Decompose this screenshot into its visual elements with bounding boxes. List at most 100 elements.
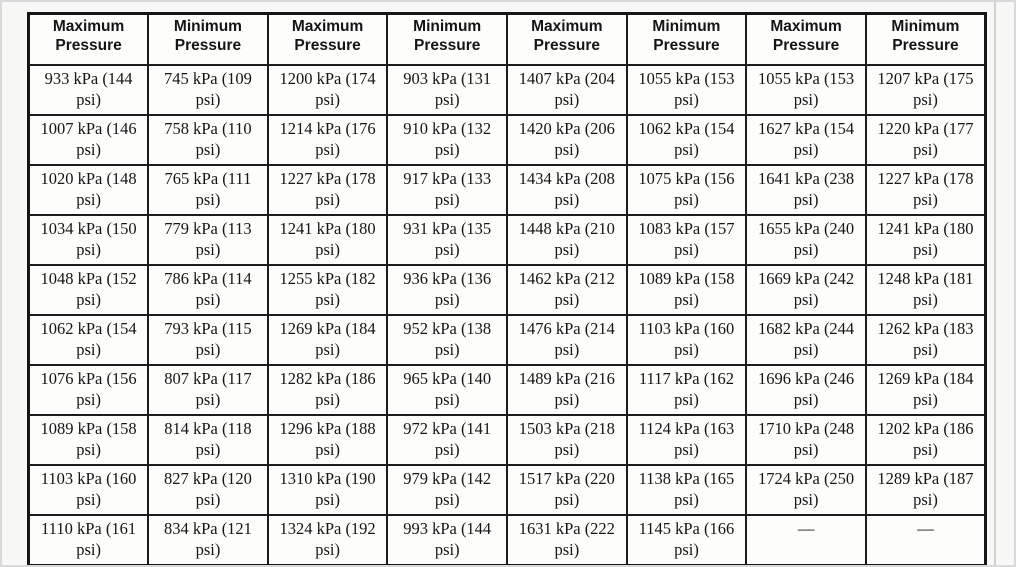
table-cell: 758 kPa (110 psi): [147, 114, 269, 166]
table-cell: 1310 kPa (190 psi): [266, 464, 389, 516]
table-cell: 1202 kPa (186 psi): [864, 414, 987, 466]
column-header-min-4: Minimum Pressure: [864, 12, 987, 66]
table-cell: 1227 kPa (178 psi): [864, 164, 987, 216]
table-cell: 1075 kPa (156 psi): [625, 164, 748, 216]
table-cell: 1282 kPa (186 psi): [266, 364, 389, 416]
column-header-min-1: Minimum Pressure: [147, 12, 269, 66]
table-cell-empty: —: [745, 514, 867, 565]
table-cell: 793 kPa (115 psi): [147, 314, 269, 366]
table-cell: 1324 kPa (192 psi): [266, 514, 389, 565]
table-cell: 1407 kPa (204 psi): [506, 64, 628, 116]
table-cell: 1631 kPa (222 psi): [506, 514, 628, 565]
column-header-min-2: Minimum Pressure: [386, 12, 508, 66]
table-row: 1110 kPa (161 psi) 834 kPa (121 psi) 132…: [27, 514, 987, 565]
table-cell: 1420 kPa (206 psi): [506, 114, 628, 166]
table-cell: 1724 kPa (250 psi): [745, 464, 867, 516]
table-row: 1007 kPa (146 psi) 758 kPa (110 psi) 121…: [27, 114, 987, 166]
table-row: 1089 kPa (158 psi) 814 kPa (118 psi) 129…: [27, 414, 987, 466]
table-row: 933 kPa (144 psi) 745 kPa (109 psi) 1200…: [27, 64, 987, 116]
table-cell: 1220 kPa (177 psi): [864, 114, 987, 166]
table-cell: 1020 kPa (148 psi): [27, 164, 150, 216]
table-cell: 1200 kPa (174 psi): [266, 64, 389, 116]
table-cell: 765 kPa (111 psi): [147, 164, 269, 216]
table-cell: 1076 kPa (156 psi): [27, 364, 150, 416]
table-cell: 1138 kPa (165 psi): [625, 464, 748, 516]
table-cell: 1241 kPa (180 psi): [864, 214, 987, 266]
table-cell: 827 kPa (120 psi): [147, 464, 269, 516]
table-cell: 972 kPa (141 psi): [386, 414, 508, 466]
header-row: Maximum Pressure Minimum Pressure Maximu…: [27, 12, 987, 66]
table-cell: 1083 kPa (157 psi): [625, 214, 748, 266]
column-header-max-3: Maximum Pressure: [506, 12, 628, 66]
table-cell: 1055 kPa (153 psi): [625, 64, 748, 116]
table-cell: 1710 kPa (248 psi): [745, 414, 867, 466]
pressure-table: Maximum Pressure Minimum Pressure Maximu…: [27, 12, 987, 565]
table-cell: 1124 kPa (163 psi): [625, 414, 748, 466]
table-cell: 1655 kPa (240 psi): [745, 214, 867, 266]
table-row: 1034 kPa (150 psi) 779 kPa (113 psi) 124…: [27, 214, 987, 266]
table-cell: 1489 kPa (216 psi): [506, 364, 628, 416]
table-row: 1048 kPa (152 psi) 786 kPa (114 psi) 125…: [27, 264, 987, 316]
table-row: 1020 kPa (148 psi) 765 kPa (111 psi) 122…: [27, 164, 987, 216]
table-cell: 936 kPa (136 psi): [386, 264, 508, 316]
table-cell: 917 kPa (133 psi): [386, 164, 508, 216]
table-cell: 1034 kPa (150 psi): [27, 214, 150, 266]
table-cell: 1476 kPa (214 psi): [506, 314, 628, 366]
table-cell: 1448 kPa (210 psi): [506, 214, 628, 266]
table-cell: 1089 kPa (158 psi): [625, 264, 748, 316]
table-cell: 1641 kPa (238 psi): [745, 164, 867, 216]
table-cell: 965 kPa (140 psi): [386, 364, 508, 416]
column-header-max-1: Maximum Pressure: [27, 12, 150, 66]
table-cell: 1503 kPa (218 psi): [506, 414, 628, 466]
table-cell: 779 kPa (113 psi): [147, 214, 269, 266]
table-cell: 814 kPa (118 psi): [147, 414, 269, 466]
table-cell: 1145 kPa (166 psi): [625, 514, 748, 565]
table-cell: 807 kPa (117 psi): [147, 364, 269, 416]
table-cell: 1669 kPa (242 psi): [745, 264, 867, 316]
table-cell: 1434 kPa (208 psi): [506, 164, 628, 216]
table-cell: 993 kPa (144 psi): [386, 514, 508, 565]
table-cell: 1110 kPa (161 psi): [27, 514, 150, 565]
table-cell: 1207 kPa (175 psi): [864, 64, 987, 116]
column-header-max-2: Maximum Pressure: [266, 12, 389, 66]
table-cell: 1696 kPa (246 psi): [745, 364, 867, 416]
table-cell: 1103 kPa (160 psi): [27, 464, 150, 516]
table-cell: 786 kPa (114 psi): [147, 264, 269, 316]
column-header-max-4: Maximum Pressure: [745, 12, 867, 66]
table-row: 1076 kPa (156 psi) 807 kPa (117 psi) 128…: [27, 364, 987, 416]
table-cell: 1462 kPa (212 psi): [506, 264, 628, 316]
table-cell: 1248 kPa (181 psi): [864, 264, 987, 316]
table-cell: 979 kPa (142 psi): [386, 464, 508, 516]
table-cell: 834 kPa (121 psi): [147, 514, 269, 565]
table-cell: 1289 kPa (187 psi): [864, 464, 987, 516]
table-row: 1062 kPa (154 psi) 793 kPa (115 psi) 126…: [27, 314, 987, 366]
table-cell: 1296 kPa (188 psi): [266, 414, 389, 466]
table-cell: 745 kPa (109 psi): [147, 64, 269, 116]
table-cell: 910 kPa (132 psi): [386, 114, 508, 166]
table-row: 1103 kPa (160 psi) 827 kPa (120 psi) 131…: [27, 464, 987, 516]
table-cell: 1517 kPa (220 psi): [506, 464, 628, 516]
table-cell: 1048 kPa (152 psi): [27, 264, 150, 316]
table-cell: 933 kPa (144 psi): [27, 64, 150, 116]
table-cell: 903 kPa (131 psi): [386, 64, 508, 116]
table-cell: 1241 kPa (180 psi): [266, 214, 389, 266]
table-cell: 1103 kPa (160 psi): [625, 314, 748, 366]
scan-edge-line: [994, 2, 996, 565]
table-cell: 1682 kPa (244 psi): [745, 314, 867, 366]
table-cell: 1269 kPa (184 psi): [864, 364, 987, 416]
table-cell: 1062 kPa (154 psi): [27, 314, 150, 366]
table-cell: 952 kPa (138 psi): [386, 314, 508, 366]
table-cell: 1227 kPa (178 psi): [266, 164, 389, 216]
table-cell: 1214 kPa (176 psi): [266, 114, 389, 166]
table-cell: 1007 kPa (146 psi): [27, 114, 150, 166]
column-header-min-3: Minimum Pressure: [625, 12, 748, 66]
table-cell-empty: —: [864, 514, 987, 565]
table-cell: 1627 kPa (154 psi): [745, 114, 867, 166]
table-cell: 1055 kPa (153 psi): [745, 64, 867, 116]
table-cell: 1062 kPa (154 psi): [625, 114, 748, 166]
table-cell: 1262 kPa (183 psi): [864, 314, 987, 366]
table-cell: 1089 kPa (158 psi): [27, 414, 150, 466]
table-cell: 1255 kPa (182 psi): [266, 264, 389, 316]
table-cell: 1269 kPa (184 psi): [266, 314, 389, 366]
